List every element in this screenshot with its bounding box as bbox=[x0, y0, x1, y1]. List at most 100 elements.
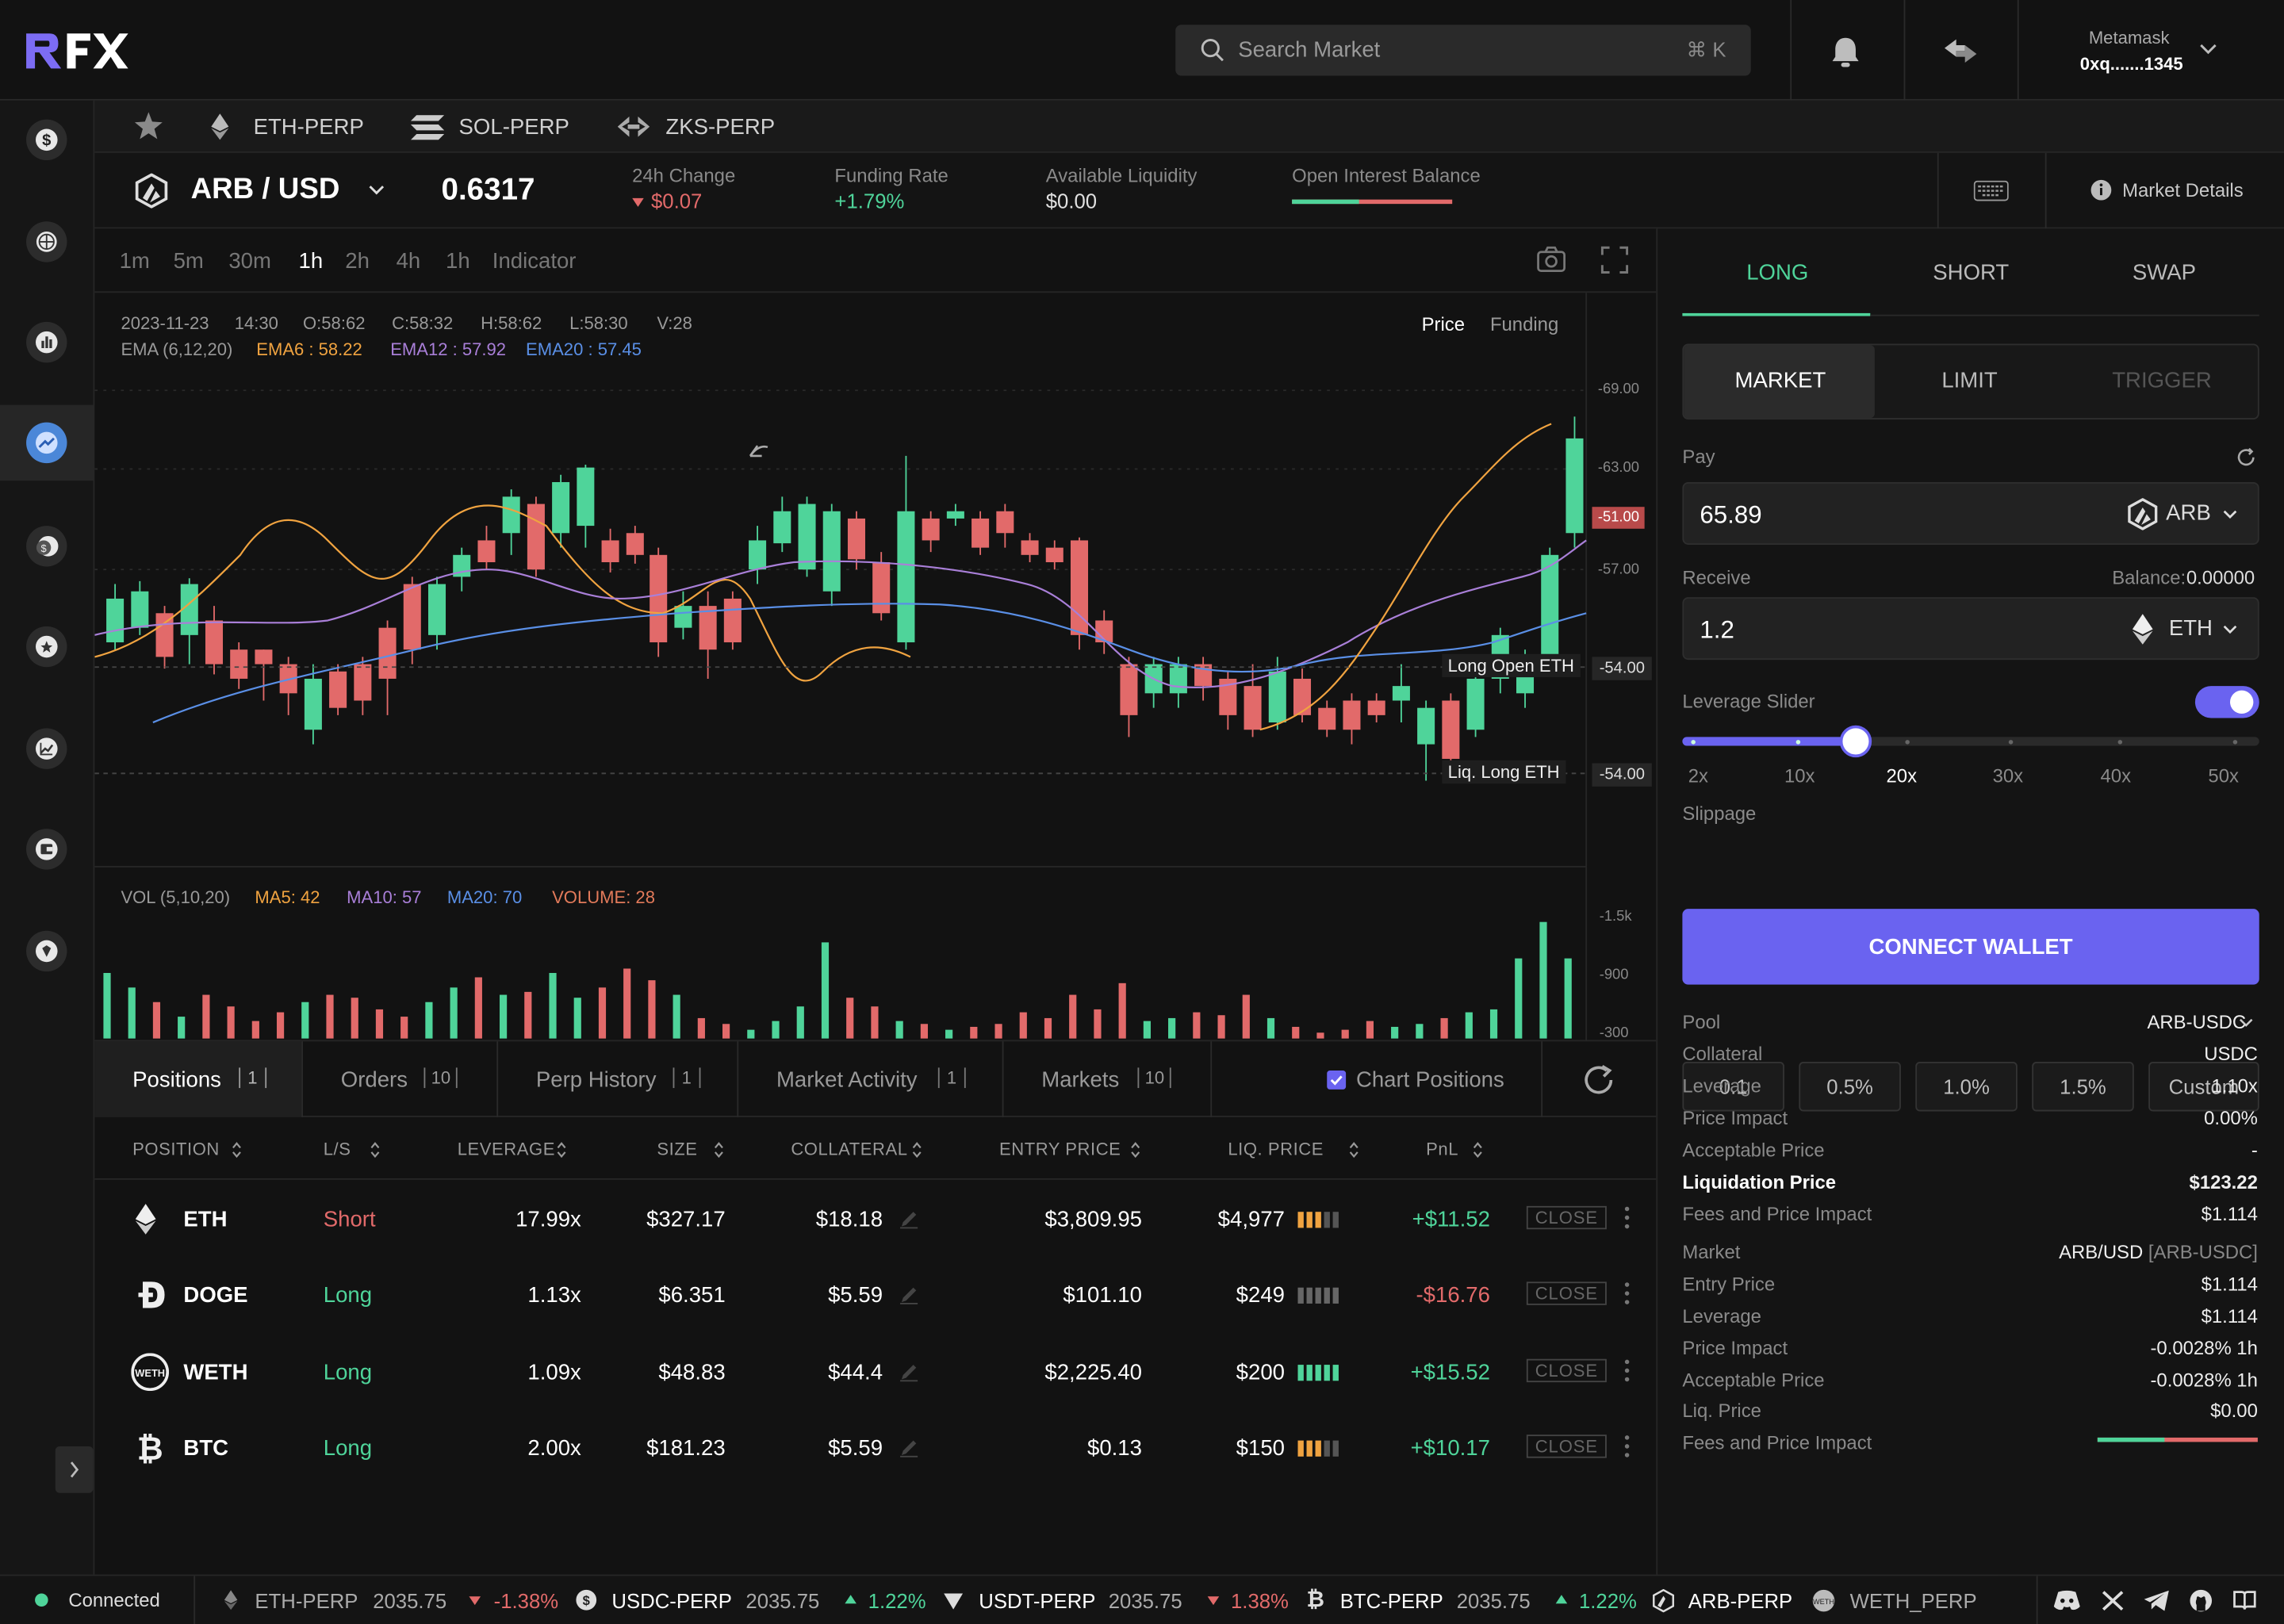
column-header[interactable]: L/S bbox=[323, 1139, 351, 1160]
receive-token[interactable]: ETH bbox=[2168, 615, 2213, 642]
sidebar-expand-button[interactable] bbox=[55, 1446, 94, 1493]
chevron-down-icon[interactable] bbox=[2239, 1018, 2253, 1028]
pay-token[interactable]: ARB bbox=[2166, 500, 2211, 527]
order-type-trigger[interactable]: TRIGGER bbox=[2112, 368, 2212, 393]
column-header[interactable]: ENTRY PRICE bbox=[998, 1139, 1121, 1160]
sort-icon[interactable] bbox=[1131, 1142, 1141, 1159]
view-price-toggle[interactable]: Price bbox=[1421, 312, 1466, 335]
leverage-mark[interactable]: 50x bbox=[2208, 764, 2239, 787]
ticker-name[interactable]: BTC-PERP bbox=[1339, 1588, 1443, 1613]
close-position-button[interactable]: CLOSE bbox=[1526, 1358, 1607, 1382]
tf-2h[interactable]: 2h bbox=[345, 249, 370, 274]
leverage-mark[interactable]: 30x bbox=[1992, 764, 2024, 787]
sidebar-trade-button[interactable] bbox=[26, 422, 67, 464]
more-vertical-icon[interactable] bbox=[1624, 1358, 1630, 1381]
column-header[interactable]: PnL bbox=[1426, 1139, 1459, 1160]
slippage-0-1[interactable]: 0.1 bbox=[1682, 1062, 1784, 1112]
tab-positions[interactable]: Positions 1 bbox=[94, 1041, 302, 1117]
tf-5m[interactable]: 5m bbox=[173, 249, 204, 274]
edit-icon[interactable] bbox=[899, 1285, 919, 1306]
slippage-0-5[interactable]: 0.5% bbox=[1799, 1062, 1901, 1112]
bell-icon[interactable] bbox=[1828, 35, 1863, 70]
chart-positions-checkbox[interactable] bbox=[1327, 1071, 1347, 1090]
sidebar-gem-button[interactable] bbox=[26, 930, 67, 972]
slippage-1-0[interactable]: 1.0% bbox=[1915, 1062, 2018, 1112]
telegram-icon[interactable] bbox=[2144, 1590, 2169, 1611]
leverage-mark[interactable]: 40x bbox=[2100, 764, 2132, 787]
ticker-name[interactable]: WETH_PERP bbox=[1849, 1588, 1977, 1613]
x-twitter-icon[interactable] bbox=[2102, 1591, 2124, 1611]
leverage-mark[interactable]: 20x bbox=[1886, 764, 1918, 787]
chevron-down-icon[interactable] bbox=[369, 185, 385, 195]
wallet-address[interactable]: 0xq.......1345 bbox=[2079, 53, 2183, 75]
connect-wallet-button[interactable]: CONNECT WALLET bbox=[1682, 909, 2259, 985]
refresh-small-icon[interactable] bbox=[2236, 447, 2256, 468]
edit-icon[interactable] bbox=[899, 1438, 919, 1458]
camera-icon[interactable] bbox=[1537, 246, 1566, 273]
swap-arrows-icon[interactable] bbox=[1941, 38, 1979, 64]
sort-icon[interactable] bbox=[232, 1142, 243, 1159]
close-position-button[interactable]: CLOSE bbox=[1526, 1434, 1607, 1458]
pay-input[interactable]: 65.89 ARB bbox=[1682, 481, 2259, 545]
slippage-1-5[interactable]: 1.5% bbox=[2032, 1062, 2134, 1112]
column-header[interactable]: POSITION bbox=[132, 1139, 220, 1160]
tf-30m[interactable]: 30m bbox=[228, 249, 271, 274]
chevron-down-icon[interactable] bbox=[2199, 44, 2217, 56]
column-header[interactable]: SIZE bbox=[657, 1139, 698, 1160]
order-type-limit[interactable]: LIMIT bbox=[1941, 368, 1998, 393]
tab-long[interactable]: LONG bbox=[1746, 260, 1809, 286]
chevron-down-icon[interactable] bbox=[2223, 510, 2237, 520]
detail-value[interactable]: ARB-USDC bbox=[2147, 1010, 2247, 1033]
sidebar-bar-chart-button[interactable] bbox=[26, 321, 67, 363]
fullscreen-icon[interactable] bbox=[1600, 246, 1629, 274]
rfx-logo-icon[interactable] bbox=[23, 31, 128, 71]
ticker-name[interactable]: ETH-PERP bbox=[255, 1588, 358, 1613]
more-vertical-icon[interactable] bbox=[1624, 1282, 1630, 1305]
ticker-name[interactable]: ARB-PERP bbox=[1688, 1588, 1793, 1613]
sort-icon[interactable] bbox=[1473, 1142, 1483, 1159]
close-position-button[interactable]: CLOSE bbox=[1526, 1205, 1607, 1230]
ticker-name[interactable]: USDT-PERP bbox=[979, 1588, 1096, 1613]
close-position-button[interactable]: CLOSE bbox=[1526, 1281, 1607, 1306]
table-row[interactable]: ETH Short 17.99x $327.17 $18.18 $3,809.9… bbox=[94, 1180, 1656, 1256]
chevron-down-icon[interactable] bbox=[2223, 625, 2237, 635]
leverage-slider[interactable] bbox=[1682, 725, 2259, 758]
search-box[interactable]: Search Market ⌘ K bbox=[1175, 25, 1751, 76]
edit-icon[interactable] bbox=[899, 1209, 919, 1230]
sidebar-award-button[interactable] bbox=[26, 626, 67, 668]
table-row[interactable]: DOGE Long 1.13x $6.351 $5.59 $101.10 $24… bbox=[94, 1256, 1656, 1332]
tf-1h[interactable]: 1h bbox=[446, 249, 470, 274]
column-header[interactable]: COLLATERAL bbox=[791, 1139, 908, 1160]
book-icon[interactable] bbox=[2233, 1591, 2256, 1611]
sort-icon[interactable] bbox=[557, 1142, 567, 1159]
tf-1m[interactable]: 1m bbox=[119, 249, 150, 274]
tab-short[interactable]: SHORT bbox=[1933, 260, 2010, 286]
leverage-mark[interactable]: 2x bbox=[1688, 764, 1708, 787]
star-icon[interactable] bbox=[134, 112, 163, 140]
ticker-name[interactable]: USDC-PERP bbox=[611, 1588, 732, 1613]
table-row[interactable]: WETH WETH Long 1.09x $48.83 $44.4 $2,225… bbox=[94, 1332, 1656, 1408]
leverage-slider-knob[interactable] bbox=[1839, 725, 1872, 758]
view-funding-toggle[interactable]: Funding bbox=[1489, 312, 1559, 335]
column-header[interactable]: LIQ. PRICE bbox=[1228, 1139, 1324, 1160]
sidebar-wallet-button[interactable] bbox=[26, 829, 67, 870]
sort-icon[interactable] bbox=[714, 1142, 724, 1159]
keyboard-icon[interactable] bbox=[1973, 180, 2009, 201]
tab-perp-history[interactable]: Perp History 1 bbox=[498, 1041, 737, 1117]
order-type-market[interactable]: MARKET bbox=[1684, 345, 1875, 419]
leverage-mark[interactable]: 10x bbox=[1784, 764, 1815, 787]
sort-icon[interactable] bbox=[370, 1142, 380, 1159]
sort-icon[interactable] bbox=[1349, 1142, 1359, 1159]
tf-1h-active[interactable]: 1h bbox=[298, 249, 324, 274]
candlestick-chart[interactable] bbox=[94, 293, 1656, 1040]
market-details-button[interactable]: Market Details bbox=[2122, 178, 2244, 201]
tab-orders[interactable]: Orders 10 bbox=[303, 1041, 496, 1117]
indicator-button[interactable]: Indicator bbox=[492, 249, 577, 274]
tab-market-activity[interactable]: Market Activity 1 bbox=[738, 1041, 1002, 1117]
column-header[interactable]: LEVERAGE bbox=[457, 1139, 555, 1160]
tf-4h[interactable]: 4h bbox=[396, 249, 421, 274]
tab-markets[interactable]: Markets 10 bbox=[1003, 1041, 1210, 1117]
more-vertical-icon[interactable] bbox=[1624, 1206, 1630, 1229]
receive-input[interactable]: 1.2 ETH bbox=[1682, 597, 2259, 661]
sidebar-globe-button[interactable] bbox=[26, 221, 67, 262]
